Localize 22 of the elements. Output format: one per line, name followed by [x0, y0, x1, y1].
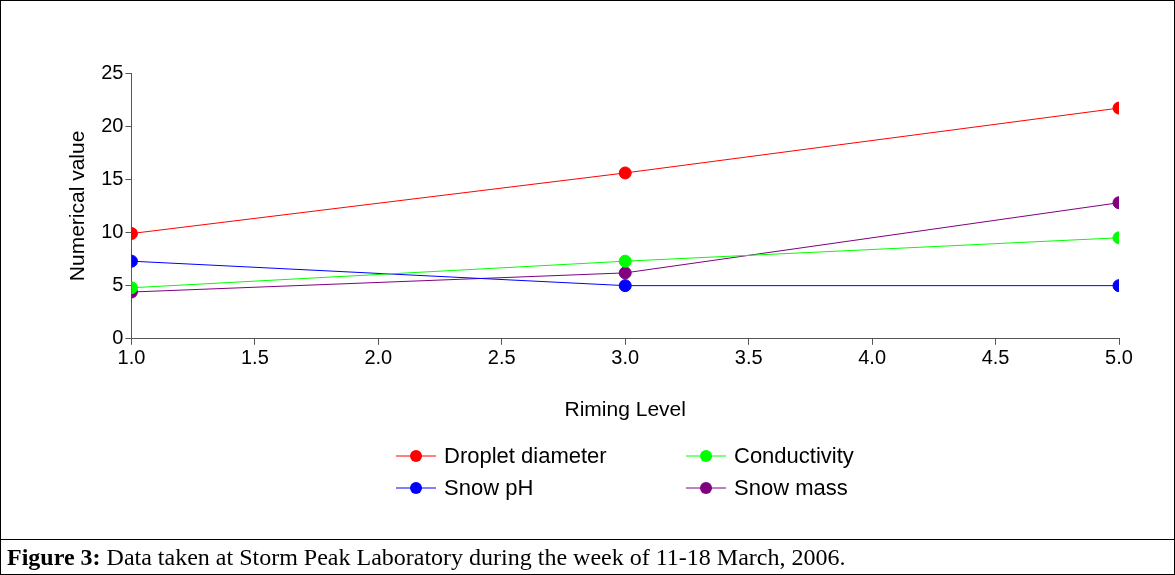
y-tick-label: 0	[112, 326, 124, 349]
y-tick-label: 20	[101, 113, 124, 136]
legend-label: Droplet diameter	[444, 443, 607, 469]
y-tick-label: 10	[101, 220, 124, 242]
x-tick-label: 3.0	[611, 346, 640, 369]
x-tick-label: 1.5	[240, 346, 269, 369]
x-tick-label: 3.5	[734, 346, 763, 369]
legend-label: Snow pH	[444, 475, 534, 501]
caption: Figure 3: Data taken at Storm Peak Laboratory during the week of 11-18 March, 2006.	[1, 539, 1175, 575]
x-tick-label: 4.5	[981, 346, 1010, 369]
x-tick-label: 4.0	[858, 346, 887, 369]
legend-label: Snow mass	[734, 475, 848, 501]
x-tick-label: 1.0	[117, 346, 146, 369]
x-tick-label: 5.0	[1105, 346, 1133, 369]
y-tick-label: 5	[112, 273, 124, 296]
legend-label: Conductivity	[734, 443, 854, 469]
x-tick-label: 2.5	[487, 346, 516, 369]
y-axis-title: Numerical value	[65, 130, 89, 282]
y-tick-label: 15	[101, 166, 124, 189]
x-axis-title: Riming Level	[564, 397, 686, 421]
x-tick-label: 2.0	[364, 346, 393, 369]
y-tick-label: 25	[101, 60, 124, 83]
